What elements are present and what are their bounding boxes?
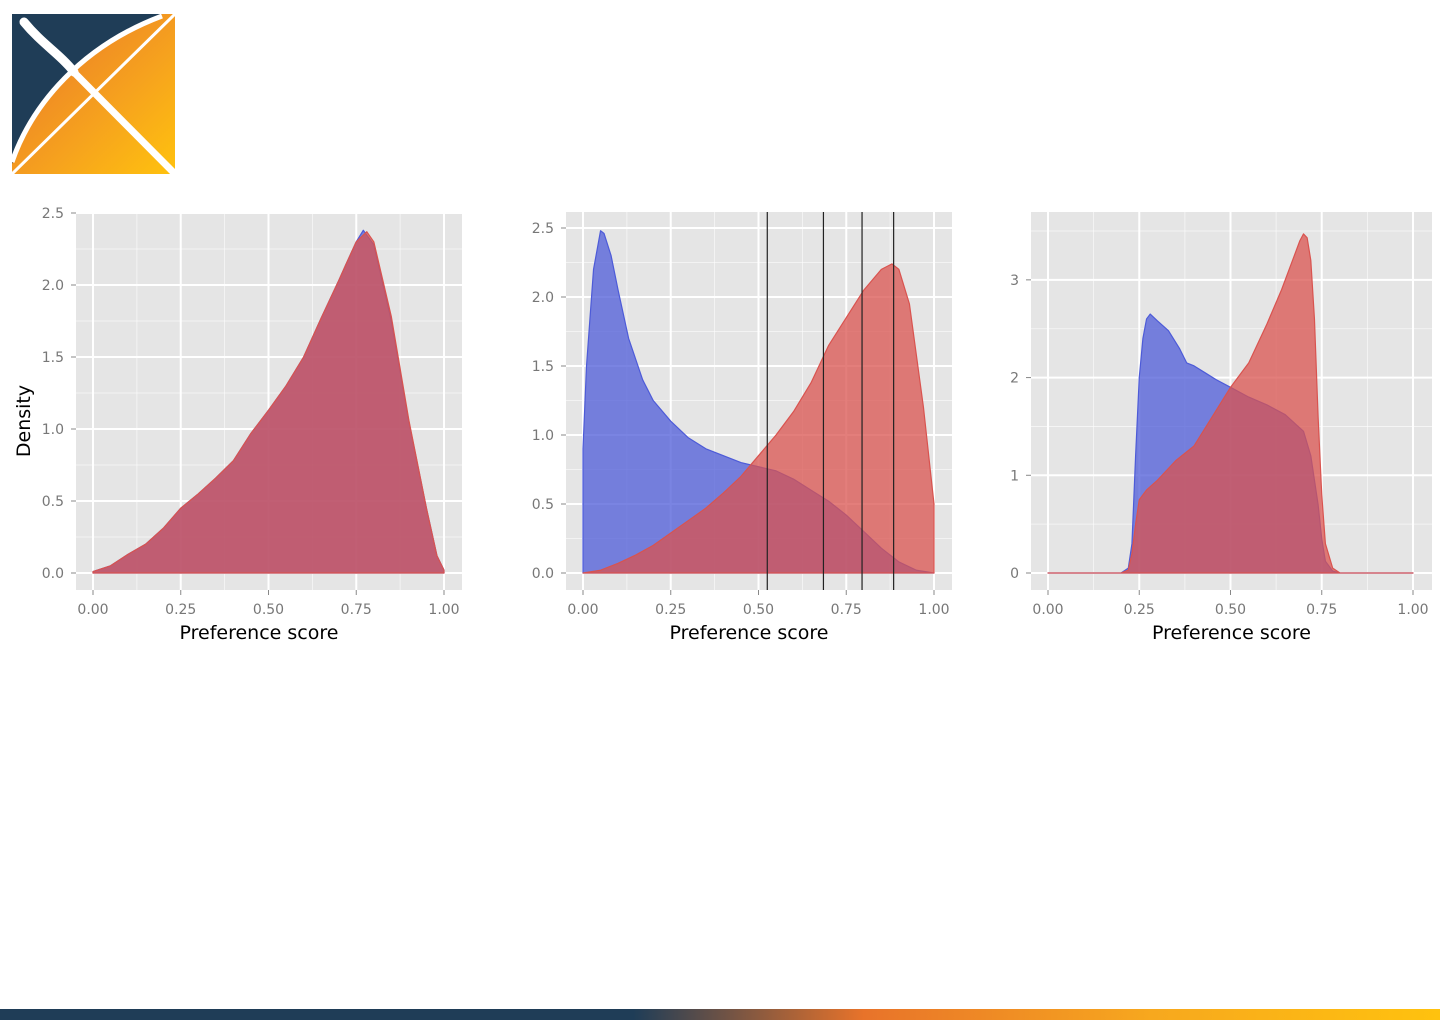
- x-logo-icon: [12, 14, 175, 174]
- y-axis-title: Density: [13, 385, 35, 457]
- x-tick-label: 1.00: [918, 602, 949, 618]
- y-tick-label: 0.5: [532, 497, 554, 513]
- y-tick-label: 2.0: [42, 278, 64, 294]
- y-tick-label: 2.5: [42, 206, 64, 222]
- footer-gradient-bar: [0, 1009, 1440, 1020]
- x-tick-label: 0.50: [743, 602, 774, 618]
- x-tick-label: 0.00: [1032, 602, 1063, 618]
- x-axis-title: Preference score: [180, 622, 339, 644]
- y-tick-label: 1.0: [42, 422, 64, 438]
- y-tick-label: 0.0: [532, 566, 554, 582]
- density-chart-right: 0.00 0.25 0.50 0.75 1.00 0 1 2 3 Preference score: [1010, 212, 1432, 644]
- density-area-red: [92, 231, 445, 574]
- y-tick-label: 1.5: [42, 350, 64, 366]
- y-tick-label: 2.0: [532, 290, 554, 306]
- x-tick-label: 0.00: [77, 602, 108, 618]
- y-tick-label: 0: [1010, 566, 1019, 582]
- x-tick-label: 0.25: [165, 602, 196, 618]
- x-tick-label: 0.75: [341, 602, 372, 618]
- x-tick-label: 0.00: [567, 602, 598, 618]
- x-tick-label: 0.75: [1306, 602, 1337, 618]
- y-tick-label: 1: [1010, 468, 1019, 484]
- density-chart-left: 0.00 0.25 0.50 0.75 1.00 0.0 0.5 1.0 1.5 2.0 2.5 Pr…: [13, 206, 462, 644]
- x-tick-label: 1.00: [428, 602, 459, 618]
- x-axis-title: Preference score: [670, 622, 829, 644]
- density-chart-middle: 0.00 0.25 0.50 0.75 1.00 0.0 0.5 1.0 1.5 2.0 2.5 Pr…: [532, 212, 952, 644]
- x-tick-label: 0.25: [1124, 602, 1155, 618]
- density-area-red: [1047, 233, 1414, 574]
- x-tick-label: 0.75: [831, 602, 862, 618]
- x-tick-label: 0.25: [655, 602, 686, 618]
- y-tick-label: 2.5: [532, 221, 554, 237]
- x-tick-label: 1.00: [1397, 602, 1428, 618]
- y-tick-label: 1.0: [532, 428, 554, 444]
- y-tick-label: 3: [1010, 273, 1019, 289]
- density-area-red: [582, 263, 935, 574]
- y-tick-label: 0.0: [42, 566, 64, 582]
- y-tick-label: 2: [1010, 371, 1019, 387]
- x-tick-label: 0.50: [253, 602, 284, 618]
- x-axis-title: Preference score: [1152, 622, 1311, 644]
- chart-area: 0.00 0.25 0.50 0.75 1.000.00.51.01.52.02.5Pr…: [13, 206, 1432, 644]
- x-tick-label: 0.50: [1215, 602, 1246, 618]
- y-tick-label: 0.5: [42, 494, 64, 510]
- y-tick-label: 1.5: [532, 359, 554, 375]
